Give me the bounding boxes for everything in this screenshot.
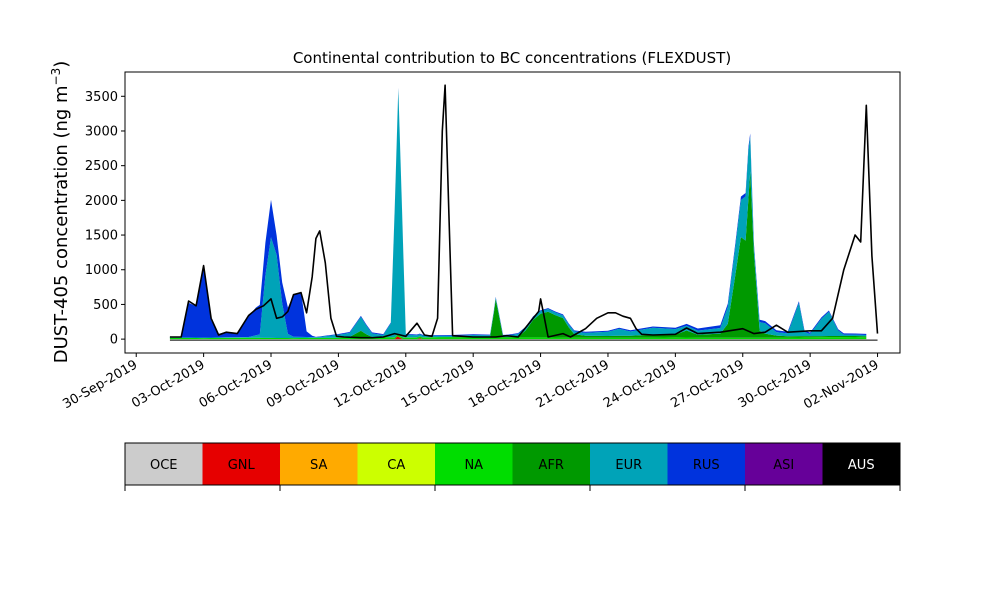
legend-label-oce: OCE	[150, 458, 178, 473]
y-tick-label: 1500	[85, 229, 118, 244]
y-axis-label-exponent: −3	[49, 68, 63, 86]
legend-swatch-aus	[822, 443, 900, 485]
legend-frame	[124, 442, 901, 486]
legend-swatch-gnl	[202, 443, 280, 485]
x-tick-label: 27-Oct-2019	[668, 357, 746, 411]
total-outline-group	[169, 84, 879, 341]
legend-swatch-sa	[280, 443, 358, 485]
x-tick-label: 09-Oct-2019	[264, 357, 342, 411]
x-tick-label: 21-Oct-2019	[534, 357, 612, 411]
x-tick-label: 06-Oct-2019	[197, 357, 275, 411]
colorbar-legend: OCE GNL SA CA NA AFR EUR RUS ASI AUS	[124, 442, 901, 491]
legend-swatch-afr	[512, 443, 590, 485]
legend-label-aus: AUS	[848, 458, 875, 473]
legend-swatch-ca	[357, 443, 435, 485]
legend-label-asi: ASI	[773, 458, 794, 473]
y-tick-label: 3500	[85, 90, 118, 105]
chart-title: Continental contribution to BC concentra…	[293, 49, 731, 67]
plot-frame	[124, 71, 901, 354]
x-axis: 30-Sep-201903-Oct-201906-Oct-201909-Oct-…	[60, 353, 882, 412]
y-tick-label: 2500	[85, 159, 118, 174]
legend-swatch-eur	[590, 443, 668, 485]
y-axis: 0 500 1000 1500 2000 2500 3000 3500	[85, 90, 125, 348]
legend-label-na: NA	[464, 458, 483, 473]
legend-label-rus: RUS	[693, 458, 720, 473]
area-series-group	[169, 87, 867, 340]
legend-swatch-rus	[667, 443, 745, 485]
y-tick-label: 2000	[85, 194, 118, 209]
x-tick-label: 18-Oct-2019	[466, 357, 544, 411]
x-tick-label: 30-Sep-2019	[60, 357, 140, 412]
y-tick-label: 3000	[85, 124, 118, 139]
x-tick-label: 15-Oct-2019	[399, 357, 477, 411]
legend-label-ca: CA	[387, 458, 405, 473]
legend-label-sa: SA	[310, 458, 327, 473]
area-eur	[169, 88, 867, 339]
y-tick-label: 0	[110, 333, 118, 348]
legend-label-afr: AFR	[539, 458, 564, 473]
x-tick-label: 02-Nov-2019	[801, 357, 881, 412]
y-tick-label: 500	[93, 298, 118, 313]
legend-swatch-na	[435, 443, 513, 485]
total-line	[169, 84, 879, 339]
x-tick-label: 12-Oct-2019	[331, 357, 409, 411]
legend-swatch-asi	[745, 443, 823, 485]
legend-label-eur: EUR	[615, 458, 642, 473]
legend-swatch-oce	[125, 443, 203, 485]
y-tick-label: 1000	[85, 263, 118, 278]
x-tick-label: 24-Oct-2019	[601, 357, 679, 411]
area-na	[169, 334, 867, 340]
x-tick-label: 03-Oct-2019	[129, 357, 207, 411]
y-axis-label: DUST-405 concentration (ng m−3)	[49, 61, 72, 364]
legend-label-gnl: GNL	[228, 458, 256, 473]
